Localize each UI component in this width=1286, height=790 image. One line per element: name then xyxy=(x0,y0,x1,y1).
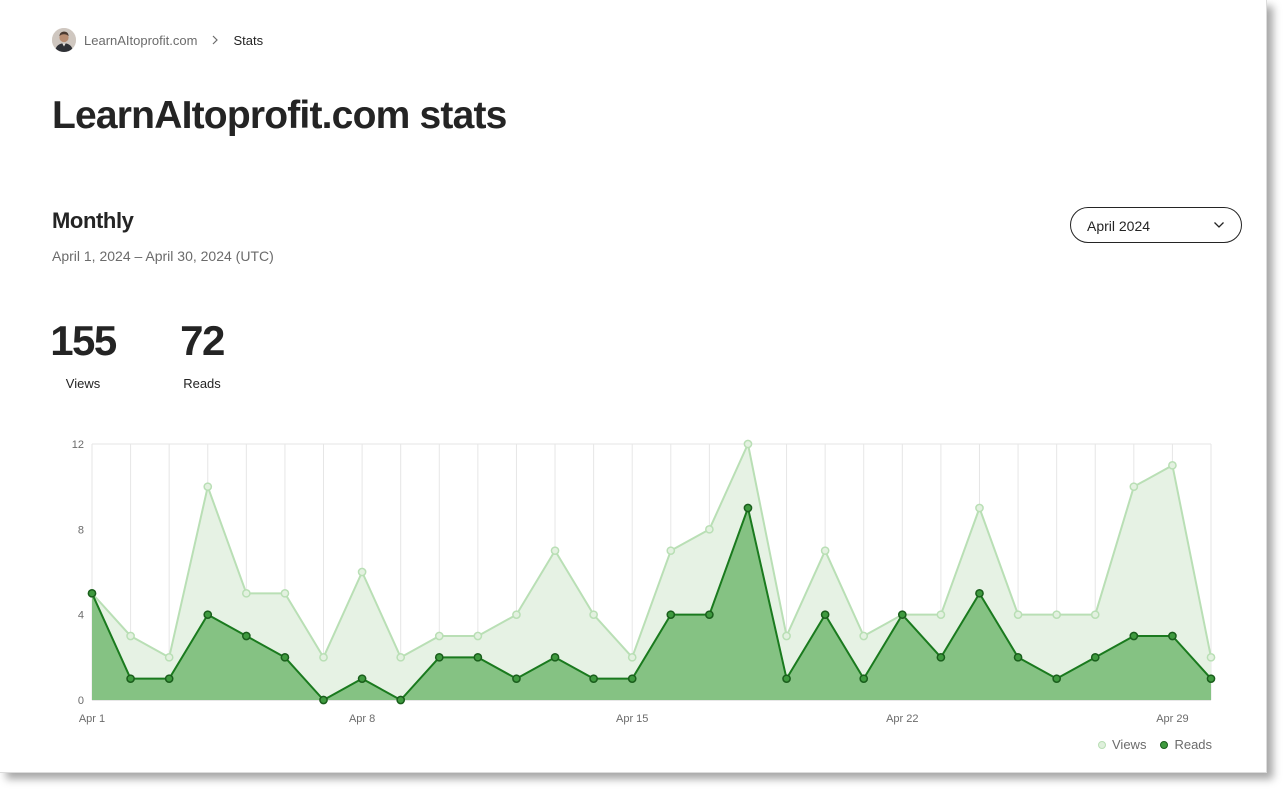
reads-point xyxy=(357,674,367,684)
views-point xyxy=(1090,610,1100,620)
x-tick-label: Apr 15 xyxy=(616,713,648,725)
views-point xyxy=(627,652,637,662)
breadcrumb-current: Stats xyxy=(233,32,264,48)
legend-views-label: Views xyxy=(1112,737,1147,752)
views-point xyxy=(743,439,753,449)
views-point xyxy=(1129,482,1139,492)
views-point xyxy=(705,524,714,534)
y-tick-label: 0 xyxy=(78,695,84,707)
reads-total-label: Reads xyxy=(183,376,221,391)
views-point xyxy=(859,631,869,641)
reads-point xyxy=(897,610,907,620)
legend-reads-dot xyxy=(1160,740,1169,749)
views-point xyxy=(280,588,290,598)
reads-point xyxy=(1013,652,1023,662)
reads-line xyxy=(91,507,1212,701)
reads-point xyxy=(859,674,869,684)
reads-point xyxy=(164,674,174,684)
reads-point xyxy=(1129,631,1139,641)
reads-point xyxy=(280,652,290,662)
legend-item-views[interactable]: Views xyxy=(1098,737,1146,752)
reads-point xyxy=(705,610,714,620)
views-point xyxy=(203,482,213,492)
views-total-label: Views xyxy=(65,376,101,391)
chevron-right-icon xyxy=(211,35,219,45)
views-point xyxy=(434,631,444,641)
views-point xyxy=(1168,460,1177,470)
reads-point xyxy=(936,652,946,662)
reads-point xyxy=(87,588,97,598)
views-point xyxy=(396,652,406,662)
reads-point xyxy=(319,695,328,705)
reads-point xyxy=(550,652,560,662)
date-range: April 1, 2024 – April 30, 2024 (UTC) xyxy=(52,248,274,264)
month-select-value: April 2024 xyxy=(1087,218,1151,234)
views-total-value: 155 xyxy=(50,317,117,364)
reads-point xyxy=(1052,674,1062,684)
reads-total: 72 Reads xyxy=(176,317,228,392)
reads-point xyxy=(241,631,251,641)
breadcrumb: LearnAItoprofit.com Stats xyxy=(52,27,263,53)
page-title: LearnAItoprofit.com stats xyxy=(52,94,507,137)
views-point xyxy=(666,546,676,556)
reads-point xyxy=(203,610,213,620)
views-point xyxy=(1052,610,1062,620)
reads-point xyxy=(782,674,791,684)
reads-point xyxy=(1090,652,1100,662)
views-point xyxy=(1013,610,1023,620)
stats-page: LearnAItoprofit.com Stats LearnAItoprofi… xyxy=(0,0,1267,773)
views-point xyxy=(357,567,367,577)
views-point xyxy=(550,546,560,556)
views-point xyxy=(241,588,251,598)
views-point xyxy=(164,652,174,662)
legend-item-reads[interactable]: Reads xyxy=(1160,737,1212,752)
views-point xyxy=(975,503,984,513)
y-tick-label: 8 xyxy=(78,524,84,536)
legend-views-dot xyxy=(1098,740,1106,749)
views-point xyxy=(126,631,135,641)
avatar[interactable] xyxy=(52,28,76,52)
views-line xyxy=(91,443,1212,659)
views-point xyxy=(473,631,483,641)
views-point xyxy=(589,610,598,620)
x-tick-label: Apr 8 xyxy=(349,713,375,725)
reads-total-value: 72 xyxy=(180,317,225,364)
chevron-down-icon xyxy=(1213,216,1225,234)
reads-point xyxy=(589,674,598,684)
views-area xyxy=(92,444,1211,700)
views-point xyxy=(936,610,946,620)
month-select[interactable]: April 2024 xyxy=(1070,207,1242,243)
reads-point xyxy=(975,588,984,598)
views-point xyxy=(820,546,830,556)
section-title: Monthly xyxy=(52,208,134,233)
monthly-stats-chart: 0 4 8 12 Apr 1 Apr 8 Apr 15 Apr 22 Apr 29 xyxy=(72,439,1216,725)
reads-point xyxy=(126,674,135,684)
reads-point xyxy=(627,674,637,684)
views-point xyxy=(1206,652,1216,662)
x-tick-label: Apr 1 xyxy=(79,713,105,725)
breadcrumb-site-link[interactable]: LearnAItoprofit.com xyxy=(84,32,198,48)
views-total: 155 Views xyxy=(50,317,117,392)
y-tick-label: 4 xyxy=(78,610,84,622)
x-tick-label: Apr 22 xyxy=(886,713,918,725)
reads-point xyxy=(434,652,444,662)
avatar-image xyxy=(52,28,76,52)
reads-area xyxy=(92,508,1211,700)
chart-legend: Views Reads xyxy=(1098,737,1212,752)
reads-point xyxy=(666,610,676,620)
views-point xyxy=(782,631,791,641)
reads-point xyxy=(820,610,830,620)
reads-point xyxy=(512,674,521,684)
reads-point xyxy=(1206,674,1216,684)
y-tick-label: 12 xyxy=(72,439,84,451)
views-point xyxy=(512,610,521,620)
x-tick-label: Apr 29 xyxy=(1156,713,1188,725)
reads-point xyxy=(743,503,753,513)
reads-point xyxy=(396,695,406,705)
views-point xyxy=(319,652,328,662)
reads-point xyxy=(1168,631,1177,641)
reads-point xyxy=(473,652,483,662)
legend-reads-label: Reads xyxy=(1174,737,1213,752)
